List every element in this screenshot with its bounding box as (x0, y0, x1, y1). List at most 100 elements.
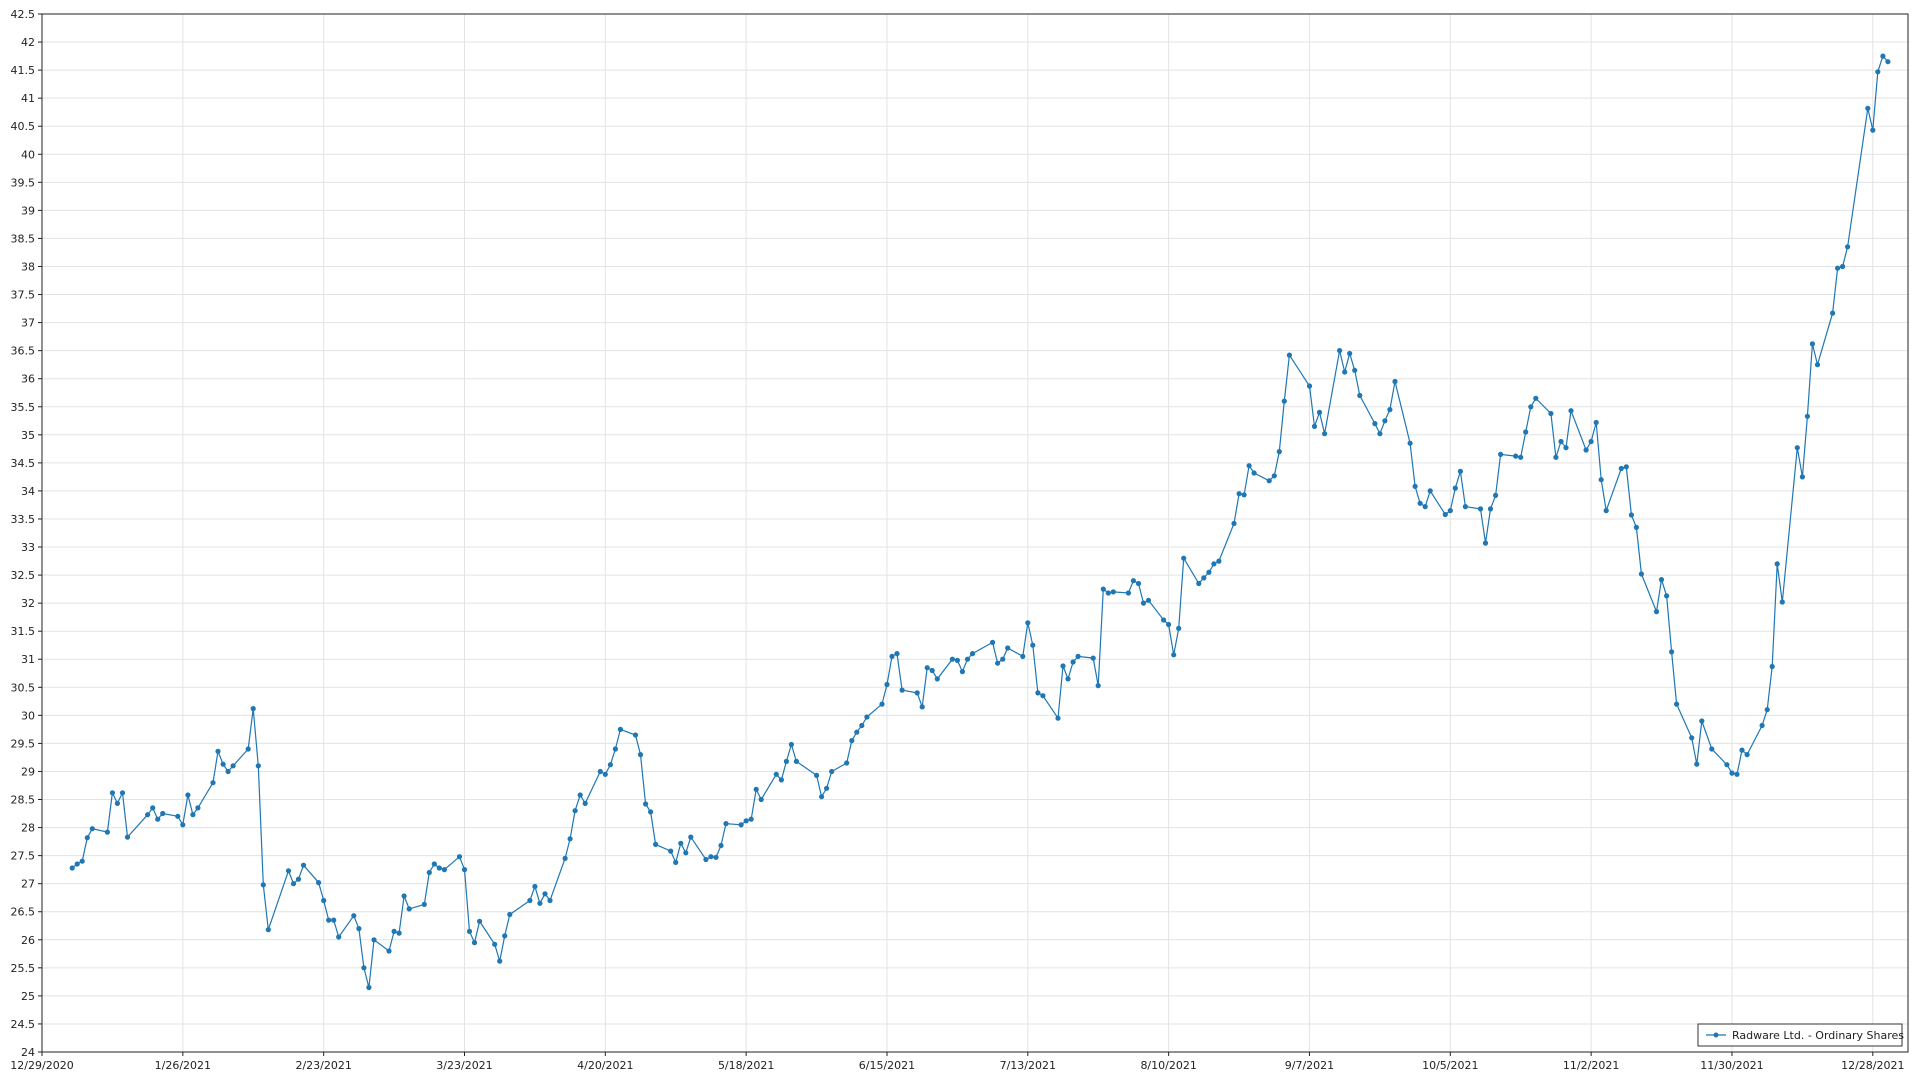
data-point[interactable] (361, 965, 367, 971)
data-point[interactable] (643, 801, 649, 807)
data-point[interactable] (537, 900, 543, 906)
data-point[interactable] (577, 792, 583, 798)
data-point[interactable] (597, 768, 603, 775)
data-point[interactable] (185, 792, 191, 798)
data-point[interactable] (260, 882, 266, 888)
data-point[interactable] (1236, 491, 1242, 497)
data-point[interactable] (683, 850, 689, 856)
data-point[interactable] (1482, 540, 1489, 546)
data-point[interactable] (1281, 398, 1287, 404)
data-point[interactable] (884, 681, 890, 688)
data-point[interactable] (386, 948, 392, 954)
data-point[interactable] (1487, 506, 1494, 512)
data-point[interactable] (1176, 625, 1182, 632)
data-point[interactable] (899, 687, 905, 693)
data-point[interactable] (507, 911, 513, 918)
data-point[interactable] (1664, 593, 1670, 599)
data-point[interactable] (924, 665, 930, 671)
data-point[interactable] (79, 858, 85, 864)
data-point[interactable] (1347, 350, 1353, 357)
data-point[interactable] (1100, 586, 1106, 592)
data-point[interactable] (1840, 263, 1846, 270)
data-point[interactable] (788, 741, 795, 748)
data-point[interactable] (1422, 504, 1428, 510)
data-point[interactable] (1694, 761, 1700, 767)
data-point[interactable] (497, 958, 503, 964)
data-point[interactable] (426, 869, 432, 876)
data-point[interactable] (678, 840, 684, 846)
data-point[interactable] (1377, 431, 1383, 437)
data-point[interactable] (527, 897, 533, 904)
data-point[interactable] (1835, 265, 1841, 271)
data-point[interactable] (1201, 575, 1207, 581)
data-point[interactable] (1558, 438, 1564, 445)
data-point[interactable] (431, 861, 437, 867)
data-point[interactable] (220, 761, 226, 767)
data-point[interactable] (964, 656, 971, 662)
data-point[interactable] (1533, 395, 1539, 401)
data-point[interactable] (632, 732, 639, 738)
data-point[interactable] (1518, 454, 1524, 460)
data-point[interactable] (1739, 747, 1745, 753)
data-point[interactable] (1875, 69, 1881, 75)
legend[interactable]: Radware Ltd. - Ordinary Shares (1697, 1023, 1904, 1047)
data-point[interactable] (285, 868, 292, 874)
data-point[interactable] (668, 848, 674, 854)
data-point[interactable] (954, 657, 961, 664)
data-point[interactable] (466, 928, 473, 935)
data-point[interactable] (949, 656, 956, 662)
data-point[interactable] (331, 917, 337, 923)
data-point[interactable] (1447, 508, 1453, 514)
data-point[interactable] (1407, 440, 1413, 446)
data-point[interactable] (1709, 746, 1715, 752)
data-point[interactable] (225, 768, 231, 775)
data-point[interactable] (145, 812, 151, 818)
data-point[interactable] (1110, 589, 1116, 595)
data-point[interactable] (1724, 762, 1730, 768)
data-point[interactable] (1588, 438, 1594, 445)
data-point[interactable] (1598, 477, 1604, 483)
data-point[interactable] (1251, 470, 1257, 476)
data-point[interactable] (708, 854, 714, 860)
data-point[interactable] (1830, 310, 1836, 316)
data-point[interactable] (1759, 722, 1765, 729)
data-point[interactable] (175, 813, 181, 819)
data-point[interactable] (1246, 463, 1252, 469)
data-point[interactable] (436, 865, 442, 871)
data-point[interactable] (406, 906, 412, 912)
data-point[interactable] (1669, 649, 1675, 655)
data-point[interactable] (607, 762, 614, 768)
data-point[interactable] (919, 704, 925, 710)
data-point[interactable] (1427, 488, 1433, 494)
data-point[interactable] (864, 714, 870, 720)
data-point[interactable] (562, 855, 568, 862)
data-point[interactable] (1734, 771, 1740, 777)
data-point[interactable] (547, 897, 553, 904)
data-point[interactable] (1674, 701, 1680, 707)
data-point[interactable] (326, 917, 332, 923)
data-point[interactable] (1005, 645, 1011, 651)
data-point[interactable] (612, 746, 619, 752)
data-point[interactable] (1035, 690, 1041, 696)
data-point[interactable] (1271, 473, 1277, 479)
data-point[interactable] (1040, 693, 1046, 699)
data-point[interactable] (471, 940, 478, 946)
data-point[interactable] (1412, 483, 1418, 489)
data-point[interactable] (1457, 468, 1463, 474)
data-point[interactable] (351, 913, 357, 919)
data-point[interactable] (582, 800, 588, 807)
data-point[interactable] (441, 867, 447, 873)
data-point[interactable] (1603, 508, 1609, 514)
data-point[interactable] (1885, 59, 1891, 65)
data-point[interactable] (637, 752, 644, 758)
data-point[interactable] (1417, 500, 1423, 506)
data-point[interactable] (1105, 590, 1111, 596)
data-point[interactable] (255, 763, 261, 769)
data-point[interactable] (849, 738, 855, 744)
data-point[interactable] (1865, 105, 1871, 111)
data-point[interactable] (1161, 617, 1167, 623)
data-point[interactable] (723, 821, 729, 827)
data-point[interactable] (1135, 580, 1142, 587)
data-point[interactable] (1357, 392, 1363, 399)
data-point[interactable] (119, 790, 126, 796)
